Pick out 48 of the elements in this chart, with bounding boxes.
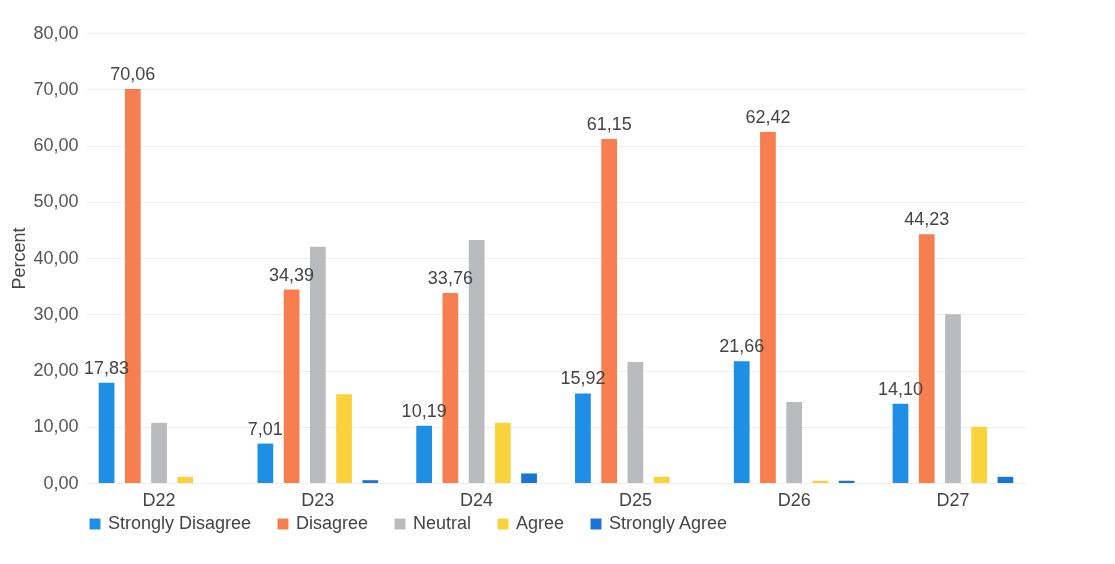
bar [838, 480, 855, 483]
data-label: 7,01 [247, 418, 283, 439]
y-tick-label: 10,00 [33, 416, 79, 437]
y-axis-title: Percent [9, 227, 30, 290]
bar [627, 362, 644, 483]
bar [283, 289, 300, 483]
bar [177, 476, 194, 483]
bar [733, 361, 750, 483]
bar [416, 425, 433, 483]
x-tick-label: D26 [777, 489, 811, 510]
y-tick-label: 50,00 [33, 191, 79, 212]
data-label: 34,39 [269, 264, 315, 285]
bar [945, 314, 961, 483]
y-tick-label: 80,00 [33, 22, 79, 43]
data-label: 61,15 [586, 114, 632, 135]
y-tick-label: 40,00 [33, 247, 79, 268]
bar [98, 382, 115, 483]
y-tick-label: 20,00 [33, 360, 79, 380]
bar [997, 476, 1014, 483]
bar [362, 480, 379, 483]
legend-label: Strongly Disagree [108, 513, 252, 533]
bar [892, 403, 909, 483]
data-label: 33,76 [427, 268, 473, 289]
x-tick-label: D23 [301, 489, 335, 510]
data-label: 62,42 [745, 106, 791, 127]
x-tick-label: D27 [936, 489, 970, 510]
bar [575, 393, 591, 483]
y-tick-label: 0,00 [43, 472, 79, 493]
bar [971, 426, 988, 483]
bar [257, 443, 274, 483]
data-label: 44,23 [904, 209, 950, 230]
x-tick-label: D25 [618, 489, 652, 510]
legend-label: Neutral [413, 513, 472, 533]
data-label: 70,06 [110, 63, 156, 84]
bar [151, 422, 167, 483]
bar [521, 473, 537, 483]
bar [336, 394, 352, 483]
y-tick-label: 60,00 [33, 135, 79, 155]
y-tick-label: 30,00 [33, 303, 79, 324]
legend-label: Strongly Agree [609, 513, 728, 533]
legend-label: Disagree [296, 513, 369, 533]
x-tick-label: D24 [460, 489, 494, 510]
bar [494, 422, 511, 483]
x-tick-label: D22 [142, 489, 176, 510]
y-tick-label: 70,00 [33, 78, 79, 99]
bar [653, 476, 670, 483]
bar [786, 402, 803, 483]
legend-label: Agree [516, 513, 565, 533]
